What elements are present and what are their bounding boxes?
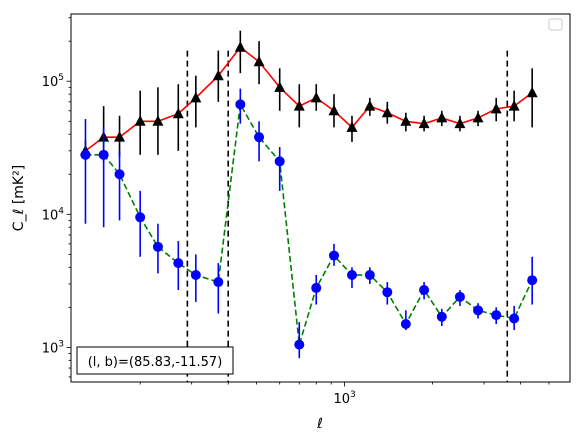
series-1-point <box>135 212 146 223</box>
series-1-point <box>382 287 393 298</box>
series-0-point <box>472 111 484 123</box>
series-0-point <box>526 86 538 98</box>
series-0-point <box>253 55 265 67</box>
series-0-point <box>436 111 448 123</box>
series-1-point <box>364 270 375 281</box>
tick-base: 10 <box>42 75 59 90</box>
plot-frame <box>70 13 571 383</box>
series-1-point <box>473 305 484 316</box>
series-1-point <box>311 282 322 293</box>
plot-background <box>71 14 570 382</box>
series-0-point <box>418 117 430 129</box>
series-1-point <box>527 275 538 286</box>
annotation: (l, b)=(85.83,-11.57) <box>76 346 234 375</box>
series-1-point <box>190 270 201 281</box>
annotation-text: (l, b)=(85.83,-11.57) <box>88 355 223 370</box>
series-0-point <box>328 104 340 116</box>
tick-exponent: 3 <box>58 339 64 349</box>
series-0-point <box>490 102 502 114</box>
series-0-point <box>134 115 146 126</box>
y-tick-label: 105 <box>42 73 64 90</box>
series-0-point <box>310 91 322 103</box>
series-0-point <box>293 100 305 111</box>
series-0-point <box>172 107 184 119</box>
series-0-point <box>274 81 286 92</box>
series-0-point <box>234 41 246 52</box>
tick-base: 10 <box>333 392 350 407</box>
x-axis-label: ℓ <box>316 416 323 432</box>
legend-box <box>548 18 563 31</box>
series-1-point <box>346 270 357 281</box>
x-tick-label: 103 <box>333 390 355 407</box>
series-1-point <box>114 169 125 180</box>
legend-entry-handle <box>548 18 563 31</box>
series-0-point <box>212 69 224 81</box>
tick-exponent: 5 <box>58 73 64 83</box>
series-1-point <box>213 277 224 288</box>
series-1-point <box>454 291 465 302</box>
series-0-point <box>114 131 126 142</box>
series-0-point <box>364 100 376 111</box>
series-0-point <box>190 91 202 103</box>
series-0-point <box>454 117 466 129</box>
series-1-point <box>152 241 163 252</box>
series-1-point <box>274 156 285 167</box>
annotation-box <box>76 346 234 375</box>
series-1-point <box>294 339 305 350</box>
series-1-point <box>328 250 339 261</box>
plot-content <box>79 30 538 382</box>
series-0-point <box>152 115 164 126</box>
tick-exponent: 3 <box>350 390 356 400</box>
series-1-point <box>235 99 246 110</box>
tick-base: 10 <box>42 208 59 223</box>
y-axis-label: C_ℓ [mK²] <box>11 165 27 231</box>
series-0-point <box>508 100 520 111</box>
series-1-point <box>254 132 265 143</box>
series-0-point <box>381 106 393 118</box>
series-1-point <box>173 258 184 269</box>
y-tick-label: 104 <box>42 206 65 223</box>
series-1-point <box>509 313 520 324</box>
series-1-point <box>400 319 411 330</box>
y-tick-label: 103 <box>42 339 64 356</box>
series-0-point <box>346 121 358 132</box>
series-1-point <box>491 310 502 321</box>
tick-base: 10 <box>42 341 59 356</box>
series-0-point <box>400 115 412 126</box>
series-1-point <box>80 149 91 160</box>
series-1-point <box>436 311 447 322</box>
tick-exponent: 4 <box>58 206 64 216</box>
series-1-point <box>98 149 109 160</box>
series-1-point <box>419 285 430 296</box>
